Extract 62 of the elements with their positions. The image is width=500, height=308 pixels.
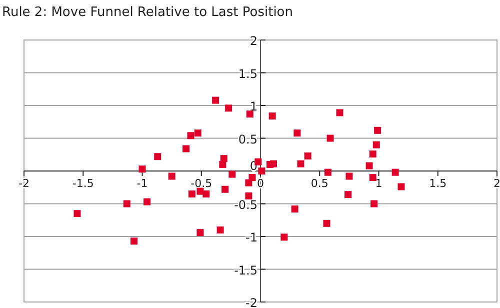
y-tick-label: 1 bbox=[250, 100, 258, 114]
point bbox=[219, 160, 226, 168]
point bbox=[326, 134, 334, 142]
point bbox=[202, 190, 210, 198]
point bbox=[245, 179, 252, 186]
point bbox=[291, 205, 298, 212]
y-tick-label: -0.5 bbox=[234, 198, 258, 212]
point bbox=[74, 210, 81, 218]
point bbox=[182, 145, 190, 152]
x-tick-label: 1.5 bbox=[429, 177, 447, 190]
x-tick-label: -1 bbox=[136, 177, 148, 190]
point bbox=[280, 234, 288, 241]
point bbox=[258, 168, 266, 174]
point bbox=[196, 188, 204, 195]
point bbox=[245, 192, 252, 200]
point bbox=[196, 229, 204, 236]
point bbox=[268, 112, 276, 120]
point bbox=[323, 220, 330, 227]
point bbox=[138, 166, 146, 173]
point bbox=[270, 160, 278, 168]
point bbox=[369, 150, 376, 158]
point bbox=[324, 168, 332, 176]
point bbox=[212, 96, 220, 104]
point bbox=[294, 130, 301, 137]
point bbox=[346, 172, 353, 180]
x-tick-label: -2 bbox=[18, 177, 30, 190]
point bbox=[130, 238, 138, 245]
y-tick-label: 0.5 bbox=[238, 132, 258, 146]
point bbox=[392, 168, 399, 176]
point bbox=[304, 152, 312, 160]
point bbox=[336, 109, 344, 116]
point bbox=[398, 183, 405, 190]
point bbox=[188, 190, 196, 198]
point bbox=[246, 110, 254, 118]
point bbox=[297, 160, 304, 168]
point bbox=[216, 226, 224, 234]
point bbox=[222, 186, 229, 193]
y-tick-label: 1.5 bbox=[238, 66, 258, 81]
point bbox=[143, 198, 150, 206]
point bbox=[344, 191, 352, 198]
point bbox=[369, 174, 376, 182]
point bbox=[194, 130, 202, 137]
point bbox=[154, 153, 162, 160]
x-tick-label: 1 bbox=[375, 177, 382, 190]
point bbox=[168, 172, 176, 180]
y-tick-label: -1.5 bbox=[234, 263, 258, 278]
x-tick-label: 2 bbox=[494, 177, 500, 190]
x-tick-label: -1.5 bbox=[72, 177, 94, 190]
point bbox=[372, 141, 380, 148]
point bbox=[187, 132, 194, 140]
x-tick-label: -0.5 bbox=[190, 177, 212, 190]
chart-title: Rule 2: Move Funnel Relative to Last Position bbox=[2, 5, 294, 20]
point bbox=[366, 162, 373, 170]
y-tick-label: -2 bbox=[246, 296, 258, 308]
x-tick-label: 0.5 bbox=[310, 177, 328, 190]
point bbox=[228, 170, 236, 178]
y-tick-label: -1 bbox=[246, 230, 258, 244]
point bbox=[374, 126, 382, 134]
point bbox=[370, 200, 378, 208]
y-tick-label: 2 bbox=[250, 34, 258, 48]
point bbox=[225, 104, 232, 112]
point bbox=[123, 200, 130, 208]
